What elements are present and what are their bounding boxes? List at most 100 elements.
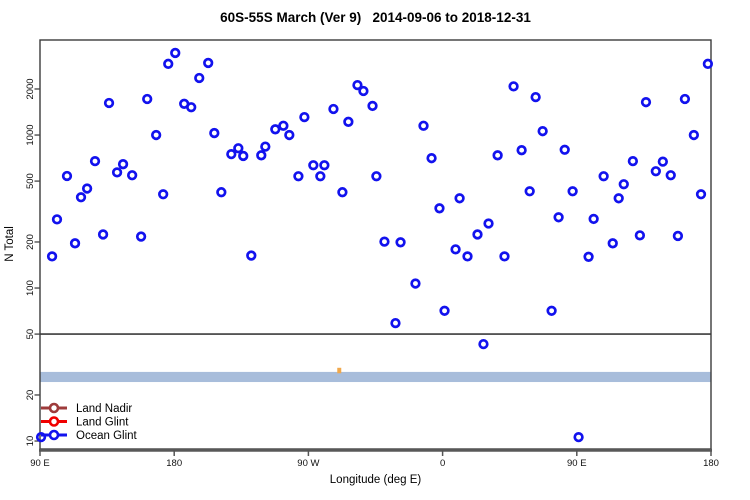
data-point-ocean-glint xyxy=(492,150,503,161)
data-point-ocean-glint xyxy=(640,97,652,108)
data-point-ocean-glint xyxy=(358,85,369,97)
data-point-ocean-glint xyxy=(634,230,646,241)
data-point-ocean-glint xyxy=(186,102,197,113)
data-point-ocean-glint xyxy=(553,212,564,223)
x-tick-label: 180 xyxy=(166,458,182,469)
data-point-ocean-glint xyxy=(194,72,205,84)
data-point-ocean-glint xyxy=(337,187,348,198)
data-point-ocean-glint xyxy=(478,338,489,350)
data-point-ocean-glint xyxy=(483,218,494,229)
data-point-ocean-glint xyxy=(546,305,557,316)
data-point-ocean-glint xyxy=(530,91,541,103)
data-point-ocean-glint xyxy=(379,236,390,247)
data-point-ocean-glint xyxy=(434,203,445,214)
data-point-ocean-glint xyxy=(499,251,510,262)
legend-label-ocean-glint: Ocean Glint xyxy=(76,430,138,442)
data-point-ocean-glint xyxy=(238,150,249,162)
data-point-ocean-glint xyxy=(665,170,676,181)
y-tick-label: 2000 xyxy=(25,78,36,99)
data-point-ocean-glint xyxy=(35,432,47,443)
data-point-ocean-glint xyxy=(308,160,319,171)
legend-marker-ocean-glint-icon xyxy=(48,429,60,441)
data-point-ocean-glint xyxy=(89,156,101,167)
data-point-ocean-glint xyxy=(672,230,684,242)
data-point-ocean-glint xyxy=(127,170,138,181)
data-point-ocean-glint xyxy=(117,159,129,170)
data-point-ocean-glint xyxy=(607,238,618,249)
data-point-ocean-glint xyxy=(170,47,181,59)
legend-label-land-glint: Land Glint xyxy=(76,417,129,429)
data-point-ocean-glint xyxy=(657,156,668,167)
data-point-ocean-glint xyxy=(328,103,339,115)
data-point-ocean-glint xyxy=(163,58,174,69)
x-axis-label: Longitude (deg E) xyxy=(329,474,422,486)
y-tick-label: 200 xyxy=(25,234,36,250)
data-point-ocean-glint xyxy=(352,79,363,91)
data-point-ocean-glint xyxy=(618,179,629,190)
data-point-ocean-glint xyxy=(418,120,429,131)
data-point-ocean-glint xyxy=(567,186,578,197)
data-point-ocean-glint xyxy=(246,250,257,261)
data-point-ocean-glint xyxy=(226,149,237,160)
data-point-ocean-glint xyxy=(588,213,599,225)
y-tick-label: 50 xyxy=(25,329,36,340)
data-point-ocean-glint xyxy=(61,170,73,182)
data-point-ocean-glint xyxy=(462,251,473,262)
data-point-ocean-glint xyxy=(158,189,169,200)
y-tick-label: 500 xyxy=(25,173,36,189)
legend-marker-land-glint-icon xyxy=(48,416,60,427)
data-point-ocean-glint xyxy=(598,171,609,182)
y-tick-label: 1000 xyxy=(25,124,36,145)
x-tick-label: 180 xyxy=(703,458,719,469)
data-point-ocean-glint xyxy=(233,143,244,154)
data-point-ocean-glint xyxy=(103,97,115,109)
data-point-ocean-glint xyxy=(650,166,661,177)
legend-marker-land-nadir-icon xyxy=(48,402,60,414)
data-point-ocean-glint xyxy=(81,183,93,194)
data-point-ocean-glint xyxy=(256,150,267,161)
data-point-ocean-glint xyxy=(702,58,714,69)
data-point-ocean-glint xyxy=(293,171,304,182)
y-tick-label: 10 xyxy=(25,436,36,447)
data-point-ocean-glint xyxy=(410,278,421,289)
data-point-ocean-glint xyxy=(695,189,707,200)
data-point-ocean-glint xyxy=(111,167,123,178)
data-point-ocean-glint xyxy=(75,192,87,203)
chart-title: 60S-55S March (Ver 9) 2014-09-06 to 2018… xyxy=(220,10,531,25)
data-point-ocean-glint xyxy=(203,57,214,69)
data-point-ocean-glint xyxy=(270,124,281,135)
data-point-ocean-glint xyxy=(472,229,483,240)
data-point-ocean-glint xyxy=(390,317,401,329)
data-point-ocean-glint xyxy=(135,231,147,242)
data-point-ocean-glint xyxy=(284,129,295,141)
data-point-ocean-glint xyxy=(395,237,406,248)
data-point-ocean-glint xyxy=(371,171,382,182)
y-tick-label: 20 xyxy=(25,390,36,401)
data-point-ocean-glint xyxy=(439,305,450,316)
data-point-ocean-glint xyxy=(216,187,227,198)
data-point-ocean-glint xyxy=(151,129,162,141)
data-point-ocean-glint xyxy=(613,193,624,204)
data-point-ocean-glint xyxy=(688,129,700,141)
data-point-ocean-glint xyxy=(573,432,584,443)
data-point-ocean-glint xyxy=(426,153,437,164)
data-point-ocean-glint xyxy=(97,229,109,240)
legend-label-land-nadir: Land Nadir xyxy=(76,403,132,415)
data-point-ocean-glint xyxy=(142,93,153,105)
data-point-ocean-glint xyxy=(559,144,570,155)
data-point-ocean-glint xyxy=(319,160,330,171)
data-point-ocean-glint xyxy=(627,156,639,167)
y-tick-label: 100 xyxy=(25,280,36,296)
data-point-ocean-glint xyxy=(46,251,58,262)
data-point-ocean-glint xyxy=(516,145,527,156)
data-point-ocean-glint xyxy=(524,186,535,197)
data-point-ocean-glint xyxy=(260,141,271,152)
data-point-ocean-glint xyxy=(450,244,461,255)
data-point-ocean-glint xyxy=(299,111,310,123)
band-marker xyxy=(337,367,342,374)
data-point-ocean-glint xyxy=(51,214,63,225)
data-point-ocean-glint xyxy=(508,81,519,92)
data-point-ocean-glint xyxy=(583,251,594,262)
